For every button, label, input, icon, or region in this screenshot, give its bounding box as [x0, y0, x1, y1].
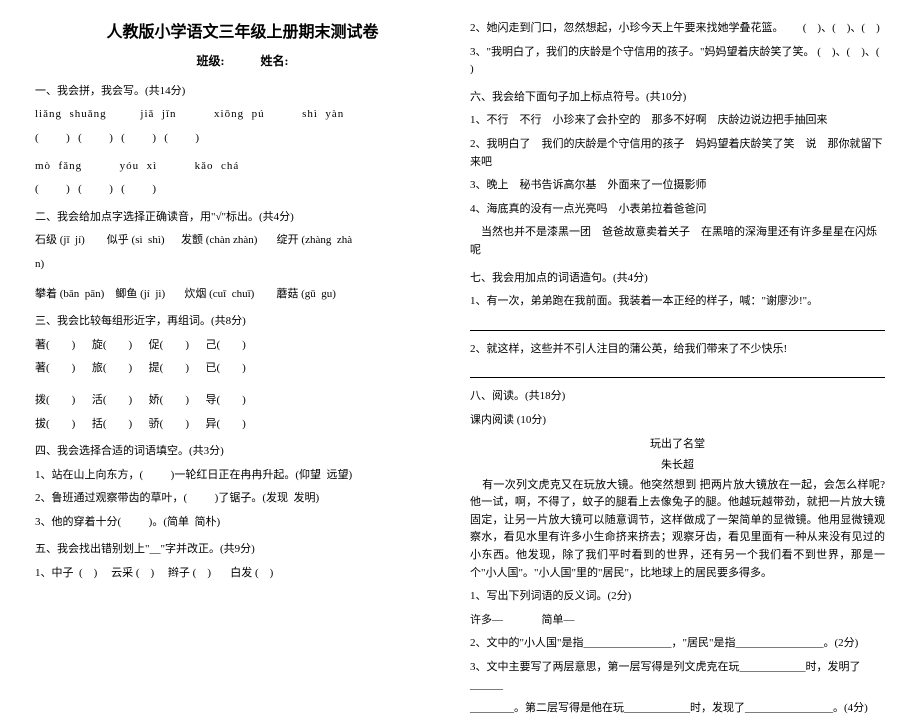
sec3-heading: 三、我会比较每组形近字，再组词。(共8分): [35, 313, 450, 331]
sec5-heading: 五、我会找出错别划上"__"字并改正。(共9分): [35, 541, 450, 559]
sec8-q3b: ________。第二层写得是他在玩____________时，发现了_____…: [470, 700, 885, 718]
sec6-l1: 1、不行 不行 小珍来了会扑空的 那多不好啊 庆龄边说边把手抽回来: [470, 112, 885, 130]
sec6-l4: 4、海底真的没有一点光亮吗 小表弟拉着爸爸问: [470, 201, 885, 219]
sec8-heading: 八、阅读。(共18分): [470, 388, 885, 406]
name-label: 姓名:: [261, 54, 289, 68]
left-column: 人教版小学语文三年级上册期末测试卷 班级: 姓名: 一、我会拼，我会写。(共14…: [25, 20, 460, 630]
sec3-r2: 著( ) 旅( ) 提( ) 已( ): [35, 360, 450, 378]
sec2-l1: 石级 (jī jí) 似乎 (sì shì) 发颤 (chàn zhàn) 绽开…: [35, 232, 450, 250]
section-6: 六、我会给下面句子加上标点符号。(共10分) 1、不行 不行 小珍来了会扑空的 …: [470, 89, 885, 260]
sec7-l1: 1、有一次，弟弟跑在我前面。我装着一本正经的样子，喊："谢廖沙!"。: [470, 293, 885, 311]
sec5r-l2: 2、她闪走到门口，忽然想起，小珍今天上午要来找她学叠花篮。 ( )、( )、( …: [470, 20, 885, 38]
sec4-l1: 1、站在山上向东方，( )一轮红日正在冉冉升起。(仰望 远望): [35, 467, 450, 485]
exam-subtitle: 班级: 姓名:: [35, 52, 450, 71]
sec1-heading: 一、我会拼，我会写。(共14分): [35, 83, 450, 101]
sec4-l2: 2、鲁班通过观察带齿的草叶，( )了锯子。(发现 发明): [35, 490, 450, 508]
sec4-heading: 四、我会选择合适的词语填空。(共3分): [35, 443, 450, 461]
sec1-pinyin2: mò fǎng yóu xì kǎo chá: [35, 158, 450, 176]
sec6-l2: 2、我明白了 我们的庆龄是个守信用的孩子 妈妈望着庆龄笑了笑 说 那你就留下来吧: [470, 136, 885, 171]
section-7: 七、我会用加点的词语造句。(共4分) 1、有一次，弟弟跑在我前面。我装着一本正经…: [470, 270, 885, 379]
section-5-right: 2、她闪走到门口，忽然想起，小珍今天上午要来找她学叠花篮。 ( )、( )、( …: [470, 20, 885, 79]
section-5-left: 五、我会找出错别划上"__"字并改正。(共9分) 1、中子 ( ) 云采 ( )…: [35, 541, 450, 582]
sec2-heading: 二、我会给加点字选择正确读音，用"√"标出。(共4分): [35, 209, 450, 227]
sec8-q3: 3、文中主要写了两层意思，第一层写得是列文虎克在玩____________时，发…: [470, 659, 885, 694]
sec1-paren2: ( ) ( ) ( ): [35, 181, 450, 199]
sec8-q2: 2、文中的"小人国"是指________________，"居民"是指_____…: [470, 635, 885, 653]
passage-author: 朱长超: [470, 457, 885, 475]
answer-line-1: [470, 317, 885, 331]
sec7-heading: 七、我会用加点的词语造句。(共4分): [470, 270, 885, 288]
sec3-r3: 拨( ) 活( ) 娇( ) 导( ): [35, 392, 450, 410]
right-column: 2、她闪走到门口，忽然想起，小珍今天上午要来找她学叠花篮。 ( )、( )、( …: [460, 20, 895, 630]
section-8: 八、阅读。(共18分) 课内阅读 (10分) 玩出了名堂 朱长超 有一次列文虎克…: [470, 388, 885, 718]
passage-title: 玩出了名堂: [470, 436, 885, 454]
sec1-pinyin1: liǎng shuǎng jiǎ jǐn xiōng pú shì yàn: [35, 106, 450, 124]
sec8-q1: 1、写出下列词语的反义词。(2分): [470, 588, 885, 606]
sec4-l3: 3、他的穿着十分( )。(简单 简朴): [35, 514, 450, 532]
sec5-l1: 1、中子 ( ) 云采 ( ) 辫子 ( ) 白发 ( ): [35, 565, 450, 583]
sec6-heading: 六、我会给下面句子加上标点符号。(共10分): [470, 89, 885, 107]
sec1-paren1: ( ) ( ) ( ) ( ): [35, 130, 450, 148]
sec8-sub: 课内阅读 (10分): [470, 412, 885, 430]
sec6-l3: 3、晚上 秘书告诉高尔基 外面来了一位摄影师: [470, 177, 885, 195]
answer-line-2: [470, 364, 885, 378]
sec3-r4: 拔( ) 括( ) 骄( ) 异( ): [35, 416, 450, 434]
section-2: 二、我会给加点字选择正确读音，用"√"标出。(共4分) 石级 (jī jí) 似…: [35, 209, 450, 303]
sec5r-l3: 3、"我明白了，我们的庆龄是个守信用的孩子。"妈妈望着庆龄笑了笑。 ( )、( …: [470, 44, 885, 79]
sec8-q1a: 许多— 简单—: [470, 612, 885, 630]
section-3: 三、我会比较每组形近字，再组词。(共8分) 著( ) 旋( ) 促( ) 己( …: [35, 313, 450, 433]
sec2-l2: n): [35, 256, 450, 274]
sec2-l3: 攀着 (bān pān) 鲫鱼 (jí jì) 炊烟 (cuī chuī) 蘑菇…: [35, 286, 450, 304]
section-4: 四、我会选择合适的词语填空。(共3分) 1、站在山上向东方，( )一轮红日正在冉…: [35, 443, 450, 531]
sec7-l2: 2、就这样，这些并不引人注目的蒲公英，给我们带来了不少快乐!: [470, 341, 885, 359]
sec3-r1: 著( ) 旋( ) 促( ) 己( ): [35, 337, 450, 355]
class-label: 班级:: [197, 54, 225, 68]
sec6-l5: 当然也并不是漆黑一团 爸爸故意卖着关子 在黑暗的深海里还有许多星星在闪烁呢: [470, 224, 885, 259]
exam-title: 人教版小学语文三年级上册期末测试卷: [35, 20, 450, 46]
section-1: 一、我会拼，我会写。(共14分) liǎng shuǎng jiǎ jǐn xi…: [35, 83, 450, 199]
passage-body: 有一次列文虎克又在玩放大镜。他突然想到 把两片放大镜放在一起，会怎么样呢? 他一…: [470, 477, 885, 583]
